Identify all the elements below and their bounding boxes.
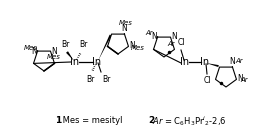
Text: In: In — [180, 57, 189, 67]
Text: Cl: Cl — [203, 76, 211, 85]
Text: Br: Br — [86, 75, 94, 84]
Text: In: In — [70, 57, 79, 67]
Polygon shape — [66, 51, 74, 61]
Text: Br: Br — [61, 40, 69, 49]
Text: Br: Br — [102, 75, 110, 84]
Text: N: N — [130, 41, 135, 50]
Text: Mes: Mes — [119, 20, 132, 26]
Polygon shape — [98, 35, 111, 61]
Text: Ar: Ar — [241, 77, 248, 83]
Polygon shape — [206, 63, 219, 67]
Text: Mes: Mes — [131, 45, 144, 51]
Text: Ar: Ar — [168, 41, 175, 47]
Text: N: N — [172, 32, 177, 41]
Text: 1: 1 — [55, 116, 61, 125]
Text: 2: 2 — [148, 116, 154, 125]
Text: Mes: Mes — [24, 45, 37, 51]
Text: Mes: Mes — [46, 54, 60, 60]
Text: $\mathit{Ar}$ = C$_6$H$_3$Pr$^i$$_2$-2,6: $\mathit{Ar}$ = C$_6$H$_3$Pr$^i$$_2$-2,6 — [152, 114, 227, 128]
Text: N: N — [31, 47, 37, 56]
Text: Mes = mesityl: Mes = mesityl — [60, 116, 122, 125]
Text: N: N — [151, 32, 156, 41]
Text: N: N — [237, 74, 243, 83]
Text: Br: Br — [79, 40, 87, 49]
Text: N: N — [230, 57, 235, 66]
Text: Ar: Ar — [236, 58, 243, 64]
Text: Cl: Cl — [177, 38, 185, 47]
Text: In: In — [92, 57, 101, 67]
Text: N: N — [122, 24, 127, 33]
Text: In: In — [200, 57, 210, 67]
Text: Ar: Ar — [146, 30, 153, 36]
Text: N: N — [51, 47, 57, 56]
